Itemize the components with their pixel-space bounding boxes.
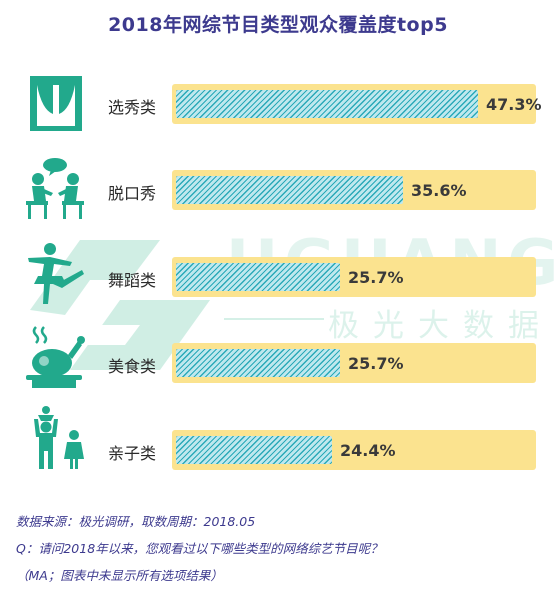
question-note: Q：请问2018年以来，您观看过以下哪些类型的网络综艺节目呢？ xyxy=(16,541,383,556)
footnotes: 数据来源：极光调研，取数周期：2018.05 Q：请问2018年以来，您观看过以… xyxy=(16,508,546,589)
dancer-icon xyxy=(28,243,84,304)
parent-child-icon xyxy=(34,406,84,469)
watermark-brand-cn: 极光大数据 xyxy=(328,308,553,344)
value-label-2: 25.7% xyxy=(348,268,404,287)
food-dish-icon xyxy=(26,326,85,388)
talk-show-icon xyxy=(26,158,84,219)
category-label-4: 亲子类 xyxy=(108,444,157,463)
value-label-3: 25.7% xyxy=(348,354,404,373)
value-label-1: 35.6% xyxy=(411,181,467,200)
chart-title: 2018年网综节目类型观众覆盖度top5 xyxy=(108,14,448,36)
stage-curtain-icon xyxy=(30,76,82,131)
bar-0 xyxy=(176,90,478,118)
category-label-1: 脱口秀 xyxy=(108,184,157,203)
category-label-0: 选秀类 xyxy=(108,98,157,117)
remark-note: （MA；图表中未显示所有选项结果） xyxy=(16,568,223,583)
source-note: 数据来源：极光调研，取数周期：2018.05 xyxy=(16,514,256,529)
value-label-4: 24.4% xyxy=(340,441,396,460)
bar-3 xyxy=(176,349,340,377)
bar-4 xyxy=(176,436,332,464)
category-label-2: 舞蹈类 xyxy=(108,271,157,290)
jiguang-logo-icon xyxy=(30,240,210,370)
bar-2 xyxy=(176,263,340,291)
category-label-3: 美食类 xyxy=(108,357,157,376)
watermark-divider xyxy=(224,318,324,320)
value-label-0: 47.3% xyxy=(486,95,542,114)
bar-1 xyxy=(176,176,403,204)
